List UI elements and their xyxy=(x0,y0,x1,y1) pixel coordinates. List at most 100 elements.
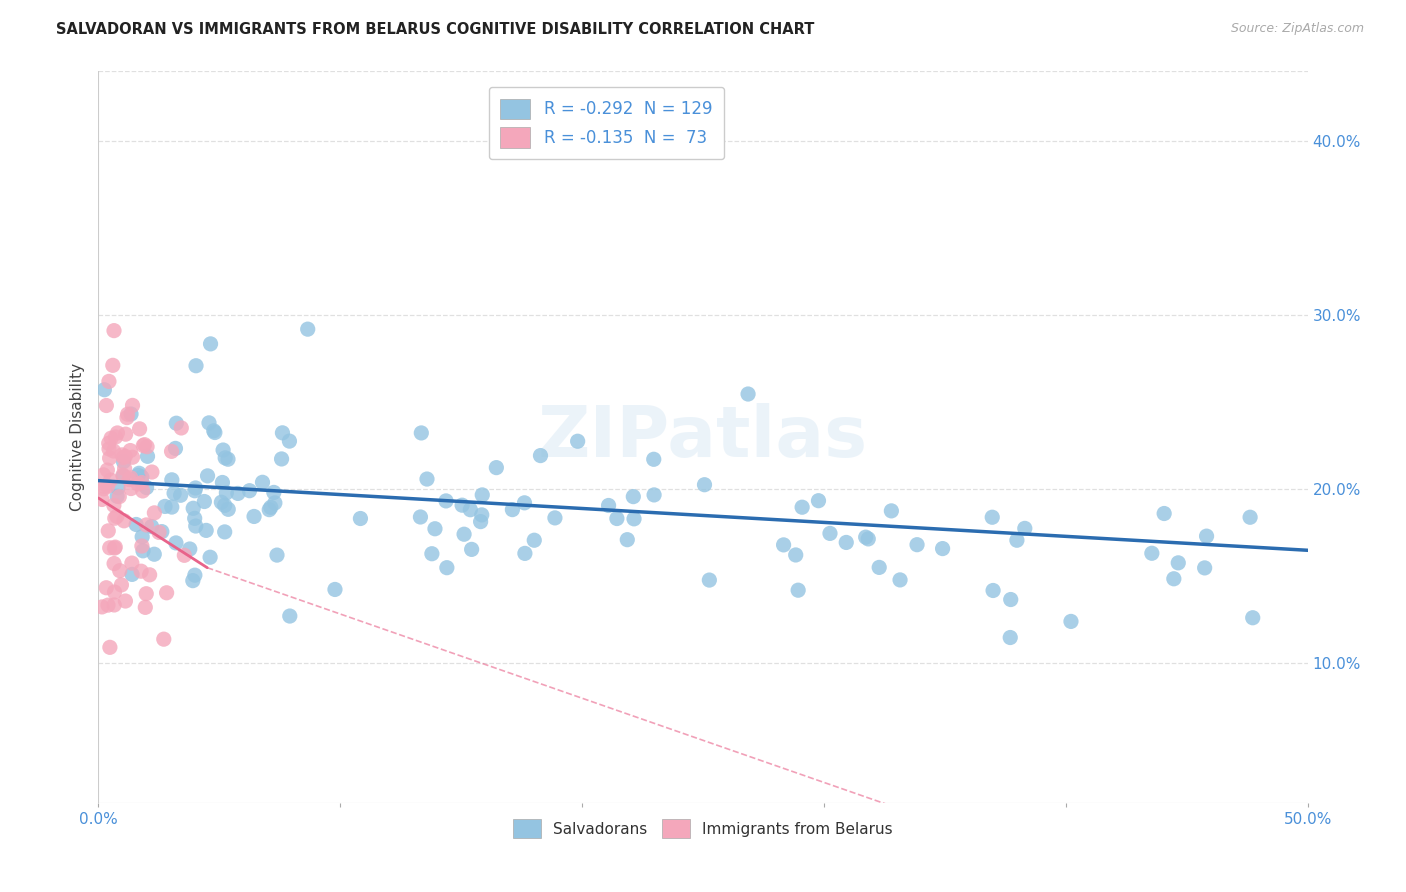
Point xyxy=(103,444,125,458)
Point xyxy=(114,450,136,464)
Point xyxy=(436,560,458,574)
Point xyxy=(97,598,120,612)
Point xyxy=(260,500,283,515)
Point xyxy=(103,585,125,599)
Point xyxy=(91,599,114,614)
Point xyxy=(252,475,274,490)
Text: ZIPatlas: ZIPatlas xyxy=(538,402,868,472)
Point xyxy=(460,542,482,557)
Point xyxy=(112,514,135,528)
Point xyxy=(471,488,494,502)
Point xyxy=(173,549,195,563)
Point xyxy=(100,431,122,445)
Point xyxy=(153,500,176,514)
Point xyxy=(616,533,638,547)
Point xyxy=(96,479,118,493)
Point xyxy=(263,496,285,510)
Point xyxy=(184,481,207,495)
Text: SALVADORAN VS IMMIGRANTS FROM BELARUS COGNITIVE DISABILITY CORRELATION CHART: SALVADORAN VS IMMIGRANTS FROM BELARUS CO… xyxy=(56,22,814,37)
Point xyxy=(184,483,207,498)
Point xyxy=(643,452,665,467)
Point xyxy=(135,587,157,601)
Point xyxy=(160,500,183,514)
Point xyxy=(1241,611,1264,625)
Point xyxy=(165,536,187,550)
Point xyxy=(243,509,266,524)
Point xyxy=(114,427,136,442)
Point xyxy=(120,471,142,485)
Point xyxy=(156,586,179,600)
Point xyxy=(787,583,810,598)
Point xyxy=(544,511,567,525)
Point xyxy=(471,508,494,522)
Point xyxy=(100,473,122,487)
Point xyxy=(97,436,120,450)
Point xyxy=(118,473,141,487)
Point xyxy=(211,475,233,490)
Point xyxy=(792,500,814,515)
Point xyxy=(198,550,221,565)
Point xyxy=(121,450,143,465)
Point xyxy=(93,467,115,482)
Point xyxy=(212,443,235,458)
Point xyxy=(111,468,134,483)
Point xyxy=(513,546,536,560)
Point xyxy=(160,473,183,487)
Point xyxy=(529,449,551,463)
Point xyxy=(807,493,830,508)
Point xyxy=(105,489,128,503)
Point xyxy=(103,557,125,571)
Point xyxy=(152,632,174,647)
Point xyxy=(96,581,118,595)
Point xyxy=(470,515,492,529)
Point xyxy=(97,524,120,538)
Point xyxy=(1014,521,1036,535)
Point xyxy=(121,398,143,412)
Point xyxy=(148,525,170,540)
Point xyxy=(1163,572,1185,586)
Point xyxy=(136,450,159,464)
Point xyxy=(104,511,127,525)
Point xyxy=(868,560,890,574)
Point xyxy=(98,541,121,555)
Point xyxy=(184,568,207,582)
Point xyxy=(181,501,204,516)
Point xyxy=(217,452,239,467)
Point xyxy=(226,486,249,500)
Point xyxy=(217,502,239,516)
Point xyxy=(737,387,759,401)
Point xyxy=(93,482,115,496)
Point xyxy=(107,425,129,440)
Point xyxy=(112,455,135,469)
Point xyxy=(132,439,155,453)
Point xyxy=(131,470,153,484)
Point xyxy=(103,324,125,338)
Point xyxy=(278,434,301,449)
Point xyxy=(349,511,371,525)
Point xyxy=(195,524,218,538)
Point xyxy=(772,538,794,552)
Point xyxy=(567,434,589,449)
Point xyxy=(323,582,346,597)
Point xyxy=(131,483,153,498)
Point xyxy=(150,524,173,539)
Point xyxy=(623,512,645,526)
Point xyxy=(1000,592,1022,607)
Point xyxy=(98,640,121,655)
Legend: Salvadorans, Immigrants from Belarus: Salvadorans, Immigrants from Belarus xyxy=(501,807,905,850)
Point xyxy=(117,407,139,421)
Point xyxy=(135,481,157,495)
Text: Source: ZipAtlas.com: Source: ZipAtlas.com xyxy=(1230,22,1364,36)
Point xyxy=(297,322,319,336)
Point xyxy=(134,600,156,615)
Point xyxy=(818,526,841,541)
Point xyxy=(184,359,207,373)
Point xyxy=(160,444,183,458)
Point xyxy=(214,450,236,465)
Point xyxy=(238,483,260,498)
Point xyxy=(141,519,163,533)
Point xyxy=(621,490,644,504)
Point xyxy=(108,564,131,578)
Point xyxy=(420,547,443,561)
Point xyxy=(143,547,166,561)
